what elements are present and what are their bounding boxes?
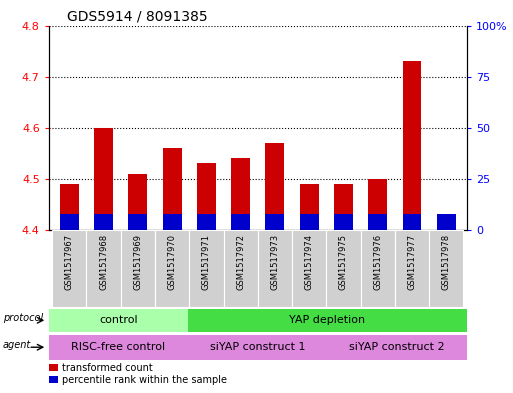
Bar	[94, 128, 113, 230]
Text: protocol: protocol	[3, 313, 43, 323]
Text: transformed count: transformed count	[62, 363, 153, 373]
Bar	[49, 364, 58, 371]
Bar	[334, 213, 353, 230]
Bar	[300, 213, 319, 230]
Bar	[197, 163, 216, 230]
Text: YAP depletion: YAP depletion	[289, 315, 366, 325]
Bar	[128, 174, 147, 230]
Bar	[368, 179, 387, 230]
Bar	[300, 184, 319, 230]
Text: GSM1517969: GSM1517969	[133, 234, 142, 290]
Text: GDS5914 / 8091385: GDS5914 / 8091385	[67, 10, 207, 24]
Bar	[403, 213, 421, 230]
Bar	[60, 184, 78, 230]
Text: RISC-free control: RISC-free control	[71, 342, 166, 352]
Text: GSM1517972: GSM1517972	[236, 234, 245, 290]
Text: agent: agent	[3, 340, 31, 350]
Text: GSM1517974: GSM1517974	[305, 234, 313, 290]
Text: GSM1517971: GSM1517971	[202, 234, 211, 290]
Bar	[60, 213, 78, 230]
Text: percentile rank within the sample: percentile rank within the sample	[62, 375, 227, 385]
FancyBboxPatch shape	[188, 335, 327, 360]
Text: siYAP construct 1: siYAP construct 1	[210, 342, 306, 352]
Bar	[128, 213, 147, 230]
Text: GSM1517977: GSM1517977	[407, 234, 417, 290]
FancyBboxPatch shape	[326, 230, 361, 307]
Bar	[231, 213, 250, 230]
Bar	[49, 376, 58, 383]
Text: control: control	[99, 315, 137, 325]
FancyBboxPatch shape	[395, 230, 429, 307]
Bar	[163, 213, 182, 230]
Bar	[403, 61, 421, 230]
FancyBboxPatch shape	[292, 230, 326, 307]
Bar	[266, 213, 284, 230]
Bar	[163, 148, 182, 230]
FancyBboxPatch shape	[49, 335, 188, 360]
Bar	[334, 184, 353, 230]
FancyBboxPatch shape	[49, 309, 188, 332]
FancyBboxPatch shape	[155, 230, 189, 307]
Bar	[437, 213, 456, 230]
FancyBboxPatch shape	[121, 230, 155, 307]
Text: GSM1517967: GSM1517967	[65, 234, 74, 290]
Text: GSM1517976: GSM1517976	[373, 234, 382, 290]
Text: GSM1517968: GSM1517968	[99, 234, 108, 290]
FancyBboxPatch shape	[189, 230, 224, 307]
Text: GSM1517978: GSM1517978	[442, 234, 451, 290]
Bar	[94, 213, 113, 230]
Bar	[266, 143, 284, 230]
FancyBboxPatch shape	[258, 230, 292, 307]
Bar	[437, 215, 456, 230]
FancyBboxPatch shape	[429, 230, 463, 307]
Text: GSM1517973: GSM1517973	[270, 234, 280, 290]
Text: GSM1517975: GSM1517975	[339, 234, 348, 290]
FancyBboxPatch shape	[361, 230, 395, 307]
Text: siYAP construct 2: siYAP construct 2	[349, 342, 445, 352]
FancyBboxPatch shape	[52, 230, 86, 307]
FancyBboxPatch shape	[327, 335, 467, 360]
FancyBboxPatch shape	[224, 230, 258, 307]
Bar	[368, 213, 387, 230]
Bar	[231, 158, 250, 230]
Text: GSM1517970: GSM1517970	[168, 234, 176, 290]
FancyBboxPatch shape	[188, 309, 467, 332]
Bar	[197, 213, 216, 230]
FancyBboxPatch shape	[86, 230, 121, 307]
